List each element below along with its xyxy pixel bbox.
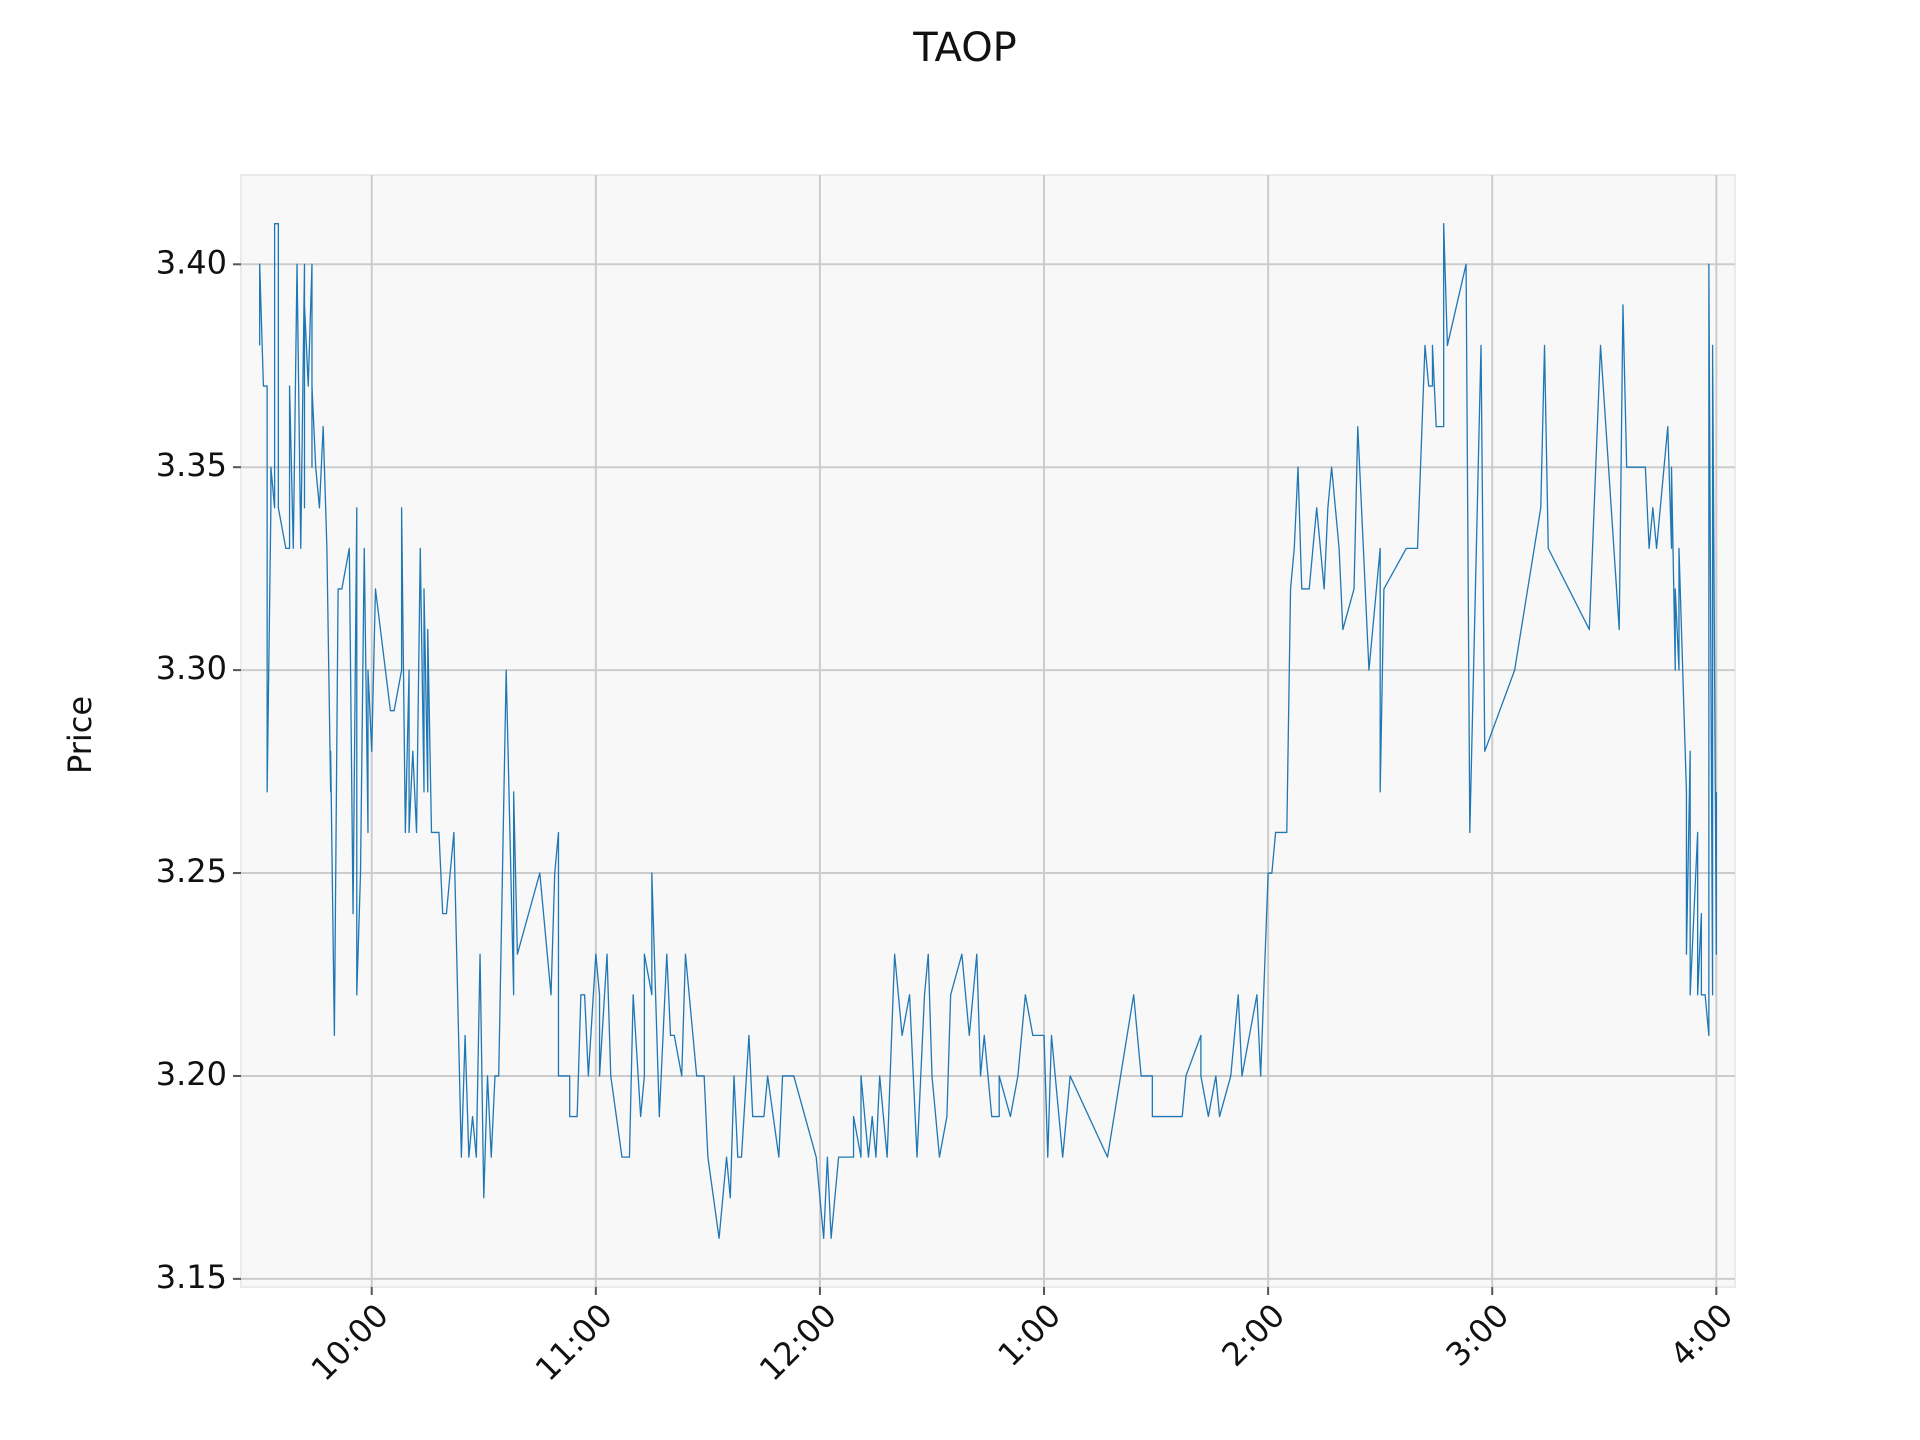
x-tick-label: 10:00 (304, 1296, 396, 1388)
x-tick-label: 11:00 (528, 1296, 620, 1388)
x-tick-label: 12:00 (752, 1296, 844, 1388)
chart-title: TAOP (912, 25, 1017, 71)
y-tick-label: 3.30 (156, 649, 227, 687)
x-tick-label: 1:00 (990, 1296, 1068, 1374)
plot-area (240, 174, 1736, 1288)
x-tick-label: 3:00 (1439, 1296, 1517, 1374)
x-tick-label: 2:00 (1214, 1296, 1292, 1374)
y-tick-label: 3.35 (156, 446, 227, 484)
y-axis-label: Price (61, 696, 99, 774)
x-tick-label: 4:00 (1663, 1296, 1741, 1374)
y-tick-label: 3.25 (156, 852, 227, 890)
y-tick-label: 3.15 (156, 1258, 227, 1296)
y-tick-label: 3.20 (156, 1055, 227, 1093)
price-line (259, 223, 1717, 1239)
y-tick-label: 3.40 (156, 243, 227, 281)
